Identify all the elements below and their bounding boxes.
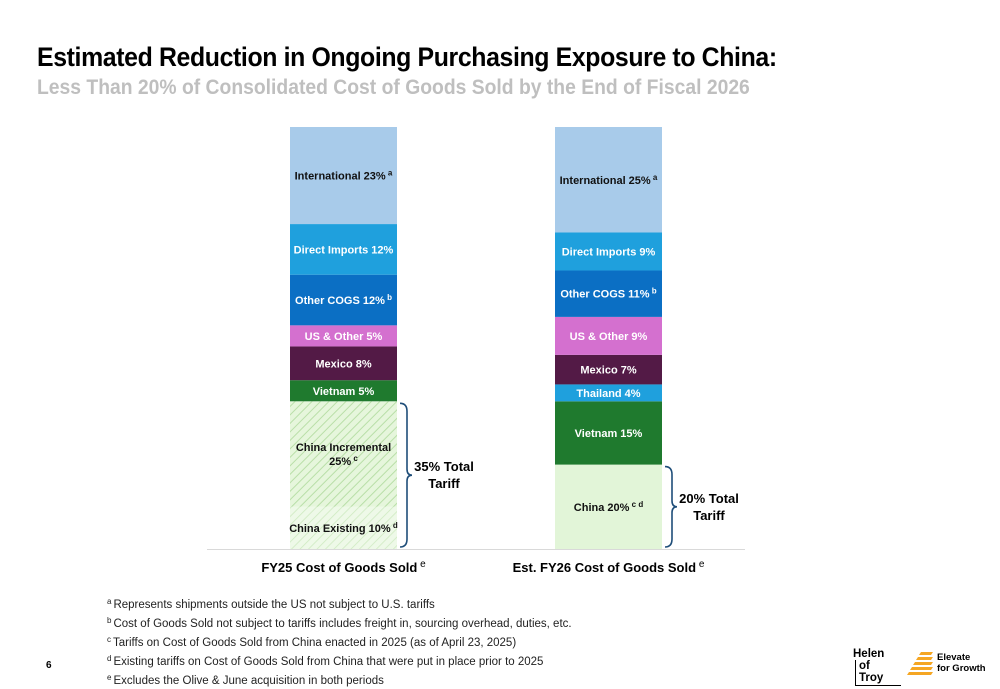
segment-label-fy25-vietnam-5: Vietnam 5%: [313, 386, 375, 398]
segment-label-fy25-other-cogs-12: Other COGS 12% b: [295, 293, 392, 307]
segment-label-fy25-us-other-5: US & Other 5%: [305, 331, 383, 343]
segment-label-fy26-china-20: China 20% c d: [574, 500, 644, 514]
bar-segment-fy25-other-cogs-12: [290, 274, 397, 326]
segment-label-fy26-vietnam-15: Vietnam 15%: [575, 428, 643, 440]
bar-segment-fy25-us-other-5: [290, 325, 397, 347]
segment-label-fy25-direct-imports-12: Direct Imports 12%: [294, 244, 394, 256]
page-title: Estimated Reduction in Ongoing Purchasin…: [37, 42, 777, 72]
segment-label-fy26-us-other-9: US & Other 9%: [570, 331, 648, 343]
segment-label-fy26-mexico-7: Mexico 7%: [580, 365, 636, 377]
logo-text-line2: of Troy: [855, 660, 901, 686]
bar-segment-fy25-direct-imports-12: [290, 224, 397, 275]
bar-segment-fy25-china-existing-10: [290, 506, 397, 549]
segment-label-fy25-international-23: International 23% a: [295, 169, 393, 183]
bar-segment-fy26-international-25: [555, 127, 662, 233]
elevate-text-line1: Elevate: [937, 652, 971, 663]
bar-segment-fy26-us-other-9: [555, 316, 662, 355]
bar-segment-fy26-thailand-4: [555, 384, 662, 402]
bar-segment-fy25-vietnam-5: [290, 380, 397, 402]
stacked-bar-chart: China Existing 10% d China Incremental 25%…: [207, 127, 745, 575]
tariff-bracket-label-fy25: 35% Total Tariff: [414, 459, 474, 491]
bar-segment-fy25-china-incremental-25: [290, 401, 397, 507]
elevate-stairs-icon: [907, 652, 933, 675]
bar-segment-fy25-mexico-8: [290, 346, 397, 381]
category-label-fy25: FY25 Cost of Goods Sold e: [261, 559, 426, 575]
segment-label-fy25-china-incremental-25: China Incremental 25% c: [296, 442, 391, 468]
elevate-for-growth-logo: Elevate for Growth: [907, 650, 987, 678]
segment-label-fy26-direct-imports-9: Direct Imports 9%: [562, 246, 656, 258]
bar-segment-fy26-china-20: [555, 464, 662, 549]
segment-label-fy26-other-cogs-11: Other COGS 11% b: [560, 287, 656, 301]
segment-label-fy25-china-existing-10: China Existing 10% d: [289, 521, 398, 535]
helen-of-troy-logo: Helen of Troy: [851, 648, 901, 686]
tariff-bracket-fy25: [399, 402, 413, 548]
footnotes: a Represents shipments outside the US not…: [107, 594, 572, 689]
bar-segment-fy26-mexico-7: [555, 354, 662, 385]
footnote-e: e Excludes the Olive & June acquisition i…: [107, 673, 384, 687]
category-label-fy26: Est. FY26 Cost of Goods Sold e: [513, 559, 705, 575]
bar-segment-fy25-international-23: [290, 127, 397, 225]
logo-text-line1: Helen: [853, 648, 885, 660]
segment-label-fy26-thailand-4: Thailand 4%: [576, 388, 640, 400]
page-number: 6: [46, 660, 52, 671]
elevate-text-line2: for Growth: [937, 663, 986, 674]
footnote-c: c Tariffs on Cost of Goods Sold from Chin…: [107, 635, 517, 649]
page-subtitle: Less Than 20% of Consolidated Cost of Go…: [37, 76, 750, 99]
segment-label-fy25-mexico-8: Mexico 8%: [315, 358, 371, 370]
segment-label-fy26-international-25: International 25% a: [560, 173, 658, 187]
bar-segment-fy26-other-cogs-11: [555, 270, 662, 317]
bar-segment-fy26-direct-imports-9: [555, 232, 662, 271]
bar-segment-fy26-vietnam-15: [555, 401, 662, 465]
footnote-d: d Existing tariffs on Cost of Goods Sold …: [107, 654, 544, 668]
tariff-bracket-label-fy26: 20% Total Tariff: [679, 491, 739, 523]
tariff-bracket-fy26: [664, 465, 678, 548]
footnote-a: a Represents shipments outside the US not…: [107, 597, 435, 611]
footnote-b: b Cost of Goods Sold not subject to tarif…: [107, 616, 572, 630]
